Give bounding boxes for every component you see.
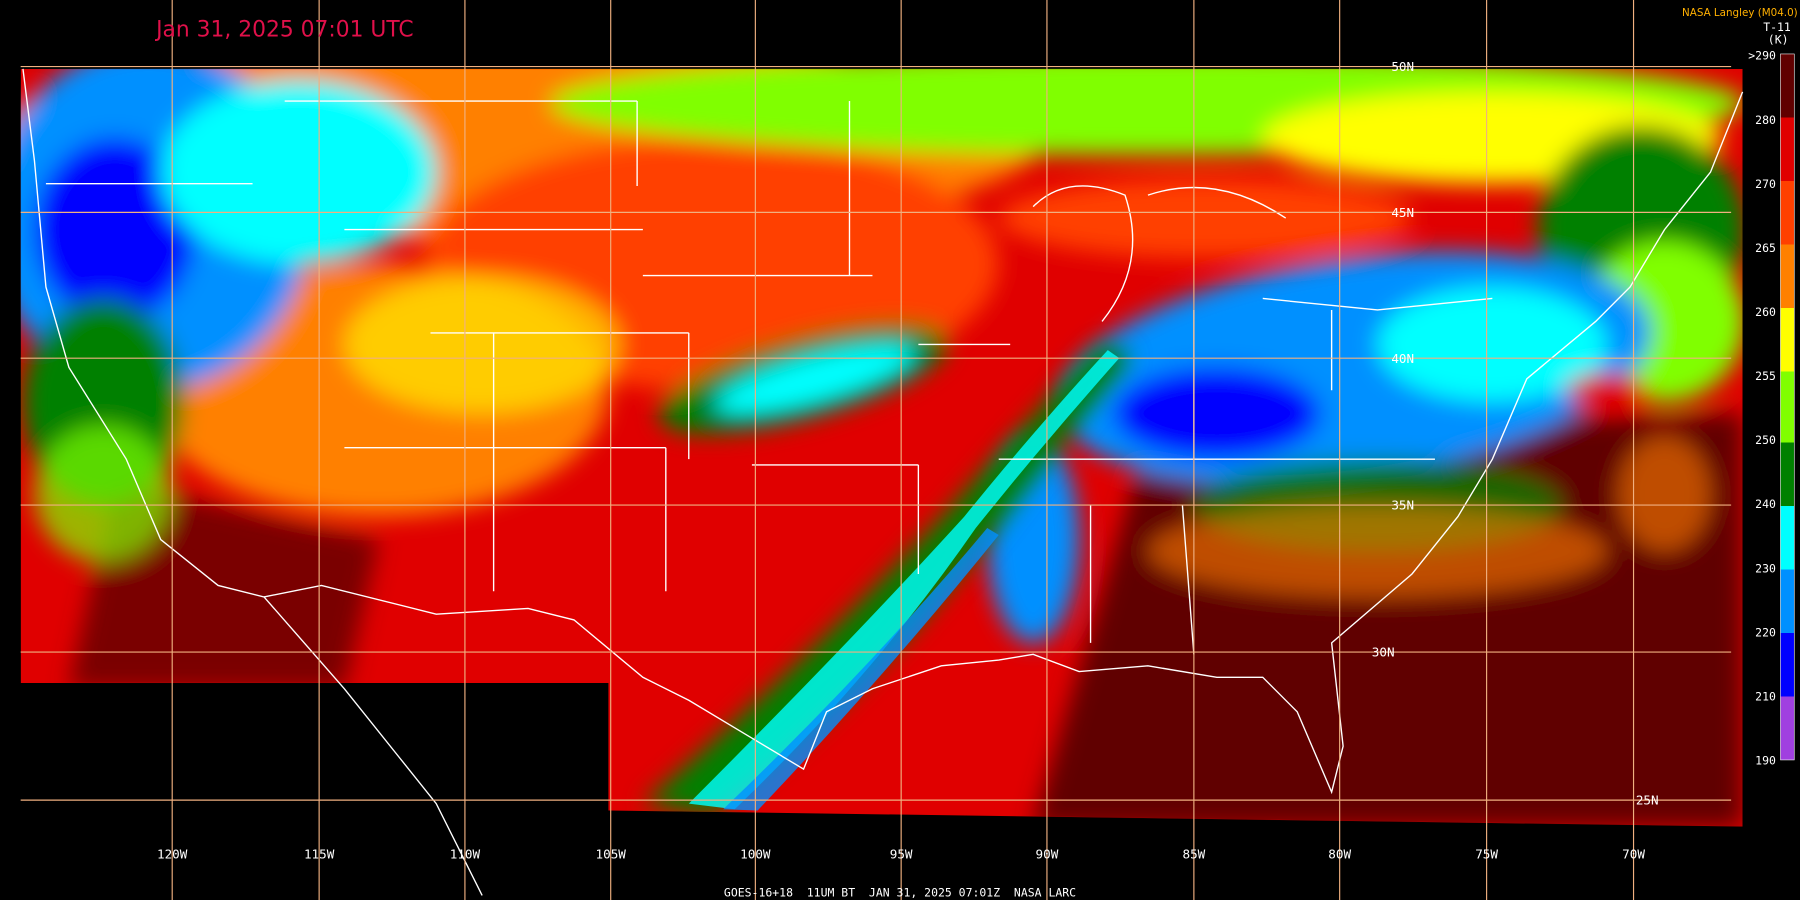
- imagery: [20, 68, 1743, 827]
- latitude-label: 30N: [1372, 645, 1395, 660]
- colorbar-tick-label: 270: [1755, 177, 1776, 191]
- longitude-label: 110W: [450, 847, 481, 862]
- longitude-label: 70W: [1622, 847, 1645, 862]
- longitude-label: 115W: [304, 847, 335, 862]
- credit: NASA Langley (M04.0): [1682, 7, 1798, 19]
- latitude-label: 50N: [1391, 59, 1414, 74]
- longitude-label: 105W: [596, 847, 627, 862]
- longitude-label: 75W: [1475, 847, 1498, 862]
- latitude-label: 35N: [1391, 498, 1414, 513]
- colorbar-label: T-11: [1763, 20, 1791, 34]
- colorbar-tick-label: 210: [1755, 689, 1776, 703]
- latitude-label: 25N: [1636, 793, 1659, 808]
- colorbar-unit: (K): [1768, 33, 1789, 47]
- longitude-label: 95W: [890, 847, 913, 862]
- latitude-label: 45N: [1391, 205, 1414, 220]
- longitude-label: 85W: [1182, 847, 1205, 862]
- colorbar-tick-label: 250: [1755, 433, 1776, 447]
- colorbar-tick-label: >290: [1748, 49, 1776, 63]
- timestamp-title: Jan 31, 2025 07:01 UTC: [154, 18, 413, 43]
- longitude-label: 120W: [157, 847, 188, 862]
- colorbar-tick-label: 190: [1755, 754, 1776, 768]
- colorbar-tick-label: 280: [1755, 113, 1776, 127]
- longitude-label: 100W: [740, 847, 771, 862]
- colorbar-tick-label: 240: [1755, 497, 1776, 511]
- graticule: [20, 0, 1732, 900]
- longitude-label: 80W: [1328, 847, 1351, 862]
- longitude-label: 90W: [1036, 847, 1059, 862]
- colorbar: [1780, 53, 1795, 761]
- footer: GOES-16+18 11UM BT JAN 31, 2025 07:01Z N…: [724, 886, 1076, 900]
- colorbar-tick-label: 260: [1755, 305, 1776, 319]
- colorbar-tick-label: 265: [1755, 241, 1776, 255]
- colorbar-tick-label: 255: [1755, 369, 1776, 383]
- colorbar-tick-label: 230: [1755, 561, 1776, 575]
- colorbar-tick-label: 220: [1755, 625, 1776, 639]
- latitude-label: 40N: [1391, 351, 1414, 366]
